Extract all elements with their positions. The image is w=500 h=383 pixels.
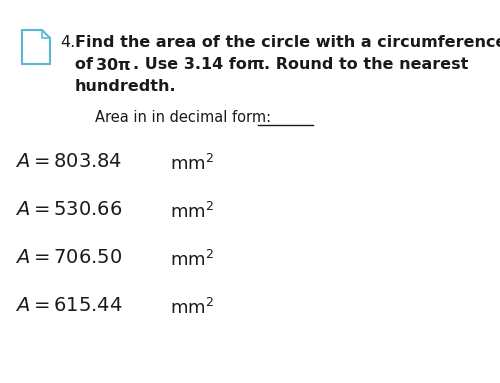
- Text: hundredth.: hundredth.: [75, 79, 176, 94]
- Text: $A = 803.84$: $A = 803.84$: [15, 152, 122, 171]
- Text: $A = 706.50$: $A = 706.50$: [15, 248, 122, 267]
- Text: $A = 530.66$: $A = 530.66$: [15, 200, 122, 219]
- Text: mm$^2$: mm$^2$: [170, 250, 214, 270]
- Text: of: of: [75, 57, 98, 72]
- Text: $\mathbf{30\pi}$: $\mathbf{30\pi}$: [95, 57, 131, 73]
- Text: . Round to the nearest: . Round to the nearest: [264, 57, 468, 72]
- Text: mm$^2$: mm$^2$: [170, 298, 214, 318]
- Text: Find the area of the circle with a circumference: Find the area of the circle with a circu…: [75, 35, 500, 50]
- Text: mm$^2$: mm$^2$: [170, 154, 214, 174]
- Text: 4.: 4.: [60, 35, 75, 50]
- Text: $A = 615.44$: $A = 615.44$: [15, 296, 122, 315]
- Text: Area in in decimal form:: Area in in decimal form:: [95, 110, 271, 125]
- Polygon shape: [22, 30, 50, 64]
- Text: mm$^2$: mm$^2$: [170, 202, 214, 222]
- Text: $\mathbf{\pi}$: $\mathbf{\pi}$: [251, 57, 264, 72]
- Text: . Use 3.14 for: . Use 3.14 for: [133, 57, 260, 72]
